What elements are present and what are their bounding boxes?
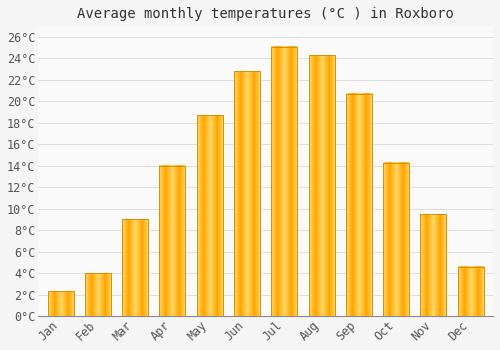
Bar bbox=[346, 94, 372, 316]
Bar bbox=[48, 291, 74, 316]
Bar bbox=[196, 116, 223, 316]
Bar bbox=[160, 166, 186, 316]
Bar bbox=[234, 71, 260, 316]
Bar bbox=[308, 55, 334, 316]
Bar bbox=[271, 47, 297, 316]
Bar bbox=[458, 267, 483, 316]
Bar bbox=[383, 162, 409, 316]
Title: Average monthly temperatures (°C ) in Roxboro: Average monthly temperatures (°C ) in Ro… bbox=[77, 7, 454, 21]
Bar bbox=[420, 214, 446, 316]
Bar bbox=[85, 273, 111, 316]
Bar bbox=[122, 219, 148, 316]
